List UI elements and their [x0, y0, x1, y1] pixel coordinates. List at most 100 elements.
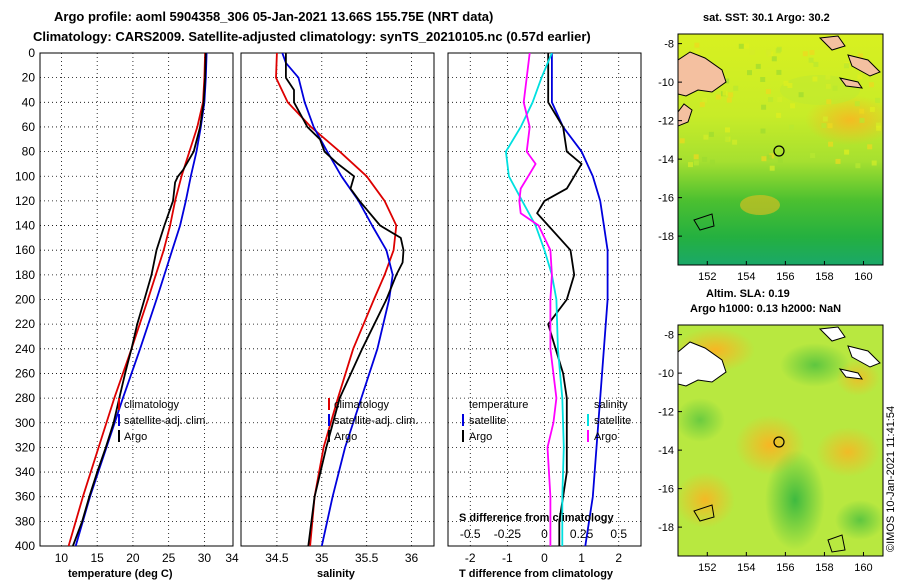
map-x-tick-label: 158 — [815, 271, 833, 283]
x-tick-label: 35.5 — [355, 551, 379, 565]
sst-pixel — [760, 128, 766, 134]
series-line-argo — [284, 53, 405, 546]
sst-pixel — [724, 78, 730, 84]
sst-pixel — [790, 103, 796, 109]
legend-swatch-satellite — [118, 414, 120, 426]
sla-low-patch — [678, 398, 725, 442]
depth-axis: 0 20 40 60 80 100 120 140 160 180 200 220 240 260 280 3… — [15, 46, 35, 553]
sst-pixel — [755, 63, 761, 69]
sst-pixel — [869, 82, 874, 88]
sst-pixel — [826, 99, 832, 105]
salinity-axis-label: salinity — [317, 568, 356, 580]
y-tick-label: 140 — [15, 219, 35, 233]
sst-pixel — [828, 141, 834, 147]
s-difference-axis-label: S difference from climatology — [459, 512, 615, 524]
map-y-tick-label: -12 — [658, 116, 674, 128]
x-tick-label: 2 — [615, 551, 622, 565]
map-x-tick-label: 156 — [776, 562, 794, 574]
x-tick-label: 30 — [198, 551, 212, 565]
salinity-gridlines — [241, 53, 434, 546]
legend-label-argo: Argo — [124, 431, 147, 443]
sst-pixel — [855, 163, 861, 169]
y-tick-label: 240 — [15, 342, 35, 356]
y-tick-label: 80 — [22, 145, 36, 159]
argo-position-marker — [773, 436, 785, 448]
reef-outline — [827, 534, 846, 553]
legend-label-s-argo: Argo — [594, 431, 617, 443]
sst-pixel — [859, 117, 865, 123]
sst-pixel-noise — [679, 42, 882, 171]
series-line-satellite-adj-clim- — [281, 53, 394, 546]
map-y-tick-label: -18 — [658, 231, 674, 243]
difference-legend: temperature satellite Argo salinity sate… — [462, 399, 631, 443]
sst-pixel — [693, 160, 699, 166]
sst-pixel — [802, 51, 808, 57]
map-x-tick-label: 158 — [815, 562, 833, 574]
x-tick-label: -2 — [465, 551, 476, 565]
sla-warm-patch — [678, 472, 735, 528]
sst-pixel — [725, 127, 730, 133]
land-island — [838, 77, 864, 89]
s-tick-label: 0.5 — [610, 527, 627, 541]
sst-pixel — [789, 124, 794, 130]
sst-pixel — [699, 102, 705, 108]
sst-pixel — [776, 69, 782, 75]
sla-map-panel: Altim. SLA: 0.19 Argo h1000: 0.13 h2000:… — [658, 288, 884, 574]
sst-pixel — [798, 92, 804, 98]
map-x-tick-label: 154 — [737, 562, 755, 574]
map-y-tick-label: -18 — [658, 522, 674, 534]
legend-label-t-satellite: satellite — [469, 415, 506, 427]
legend-label-argo: Argo — [334, 431, 357, 443]
y-tick-label: 60 — [22, 120, 36, 134]
sla-low-patch — [780, 343, 850, 387]
argo-position-marker — [773, 145, 785, 157]
x-tick-label: 35 — [315, 551, 329, 565]
sst-pixel — [876, 122, 881, 128]
y-tick-label: 280 — [15, 391, 35, 405]
legend-swatch-s-satellite — [587, 414, 589, 426]
header-subtitle: Climatology: CARS2009. Satellite-adjuste… — [33, 29, 591, 44]
sst-pixel — [857, 74, 863, 80]
sst-pixel — [769, 165, 775, 171]
x-tick-label: 36 — [405, 551, 419, 565]
land-new-guinea — [678, 341, 727, 387]
sst-pixel — [722, 90, 728, 96]
sst-pixel — [728, 92, 734, 98]
sst-pixel — [822, 116, 828, 122]
sst-pixel — [867, 144, 873, 150]
sst-pixel — [813, 61, 819, 67]
series-line-t-satellite — [551, 53, 609, 546]
sst-pixel — [744, 43, 750, 49]
salinity-series — [275, 53, 405, 546]
sst-pixel — [776, 112, 782, 118]
sst-map-image — [678, 34, 883, 265]
x-tick-label: 1 — [578, 551, 585, 565]
sla-map-axes: -8 -10 -12 -14 -16 -18 152 154 156 158 160 — [658, 330, 873, 574]
sla-warm-patch — [816, 427, 880, 477]
x-tick-label: 25 — [162, 551, 176, 565]
sst-pixel — [708, 131, 714, 137]
temperature-gridlines — [40, 53, 233, 546]
sla-map-title: Altim. SLA: 0.19 — [706, 288, 790, 300]
temperature-legend: climatology satellite-adj. clim. Argo — [118, 398, 208, 443]
map-x-tick-label: 156 — [776, 271, 794, 283]
t-difference-axis-label: T difference from climatology — [459, 568, 614, 580]
series-line-climatology — [67, 53, 206, 546]
y-tick-label: 20 — [22, 71, 36, 85]
legend-swatch-satellite — [328, 414, 330, 426]
sst-pixel — [808, 57, 814, 63]
sst-pixel — [688, 162, 693, 168]
y-tick-label: 120 — [15, 194, 35, 208]
temperature-axis-label: temperature (deg C) — [68, 568, 173, 580]
temperature-axis: 10 15 20 25 30 — [55, 551, 212, 565]
land-island — [847, 345, 881, 368]
map-x-tick-label: 152 — [698, 562, 716, 574]
sst-map-title: sat. SST: 30.1 Argo: 30.2 — [703, 12, 830, 24]
legend-swatch-argo — [118, 430, 120, 442]
y-tick-label: 200 — [15, 293, 35, 307]
series-line-t-argo — [536, 53, 583, 546]
temperature-series — [67, 53, 208, 546]
sla-map-subtitle: Argo h1000: 0.13 h2000: NaN — [690, 303, 841, 315]
difference-panel: -2 -1 0 1 2 -0.5 -0.25 0 0.25 0.5 S difference f… — [447, 52, 642, 580]
sst-pixel — [821, 123, 827, 129]
